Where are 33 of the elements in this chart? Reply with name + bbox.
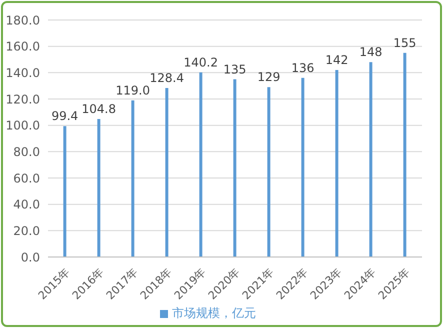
- data-label: 129: [257, 70, 280, 84]
- y-tick-label: 40.0: [13, 198, 40, 212]
- data-label: 128.4: [150, 70, 184, 85]
- bar: [165, 88, 168, 257]
- data-label: 119.0: [116, 83, 150, 98]
- bar: [267, 87, 270, 257]
- data-label: 99.4: [51, 109, 78, 124]
- bar: [199, 72, 202, 257]
- data-label: 155: [393, 36, 416, 50]
- bar: [131, 100, 134, 257]
- bar: [403, 52, 406, 257]
- data-label: 136: [291, 60, 314, 75]
- data-label: 148: [359, 45, 382, 60]
- data-label: 142: [325, 53, 348, 68]
- y-tick-label: 160.0: [6, 40, 40, 54]
- y-tick-label: 120.0: [6, 92, 40, 106]
- y-tick-label: 100.0: [6, 118, 40, 133]
- y-tick-label: 80.0: [13, 144, 40, 159]
- bar: [301, 78, 304, 257]
- y-tick-label: 60.0: [13, 171, 40, 186]
- y-tick-label: 0.0: [20, 250, 40, 264]
- bar: [233, 79, 236, 257]
- data-label: 104.8: [82, 102, 116, 116]
- y-tick-label: 180.0: [6, 13, 40, 28]
- data-label: 135: [223, 62, 246, 76]
- bar: [335, 70, 338, 257]
- data-label: 140.2: [184, 55, 218, 70]
- bar: [97, 119, 100, 257]
- legend-label: 市场规模，亿元: [172, 306, 256, 320]
- y-tick-label: 140.0: [6, 66, 40, 80]
- bar: [63, 126, 66, 257]
- y-tick-label: 20.0: [13, 224, 40, 238]
- bar: [369, 62, 372, 257]
